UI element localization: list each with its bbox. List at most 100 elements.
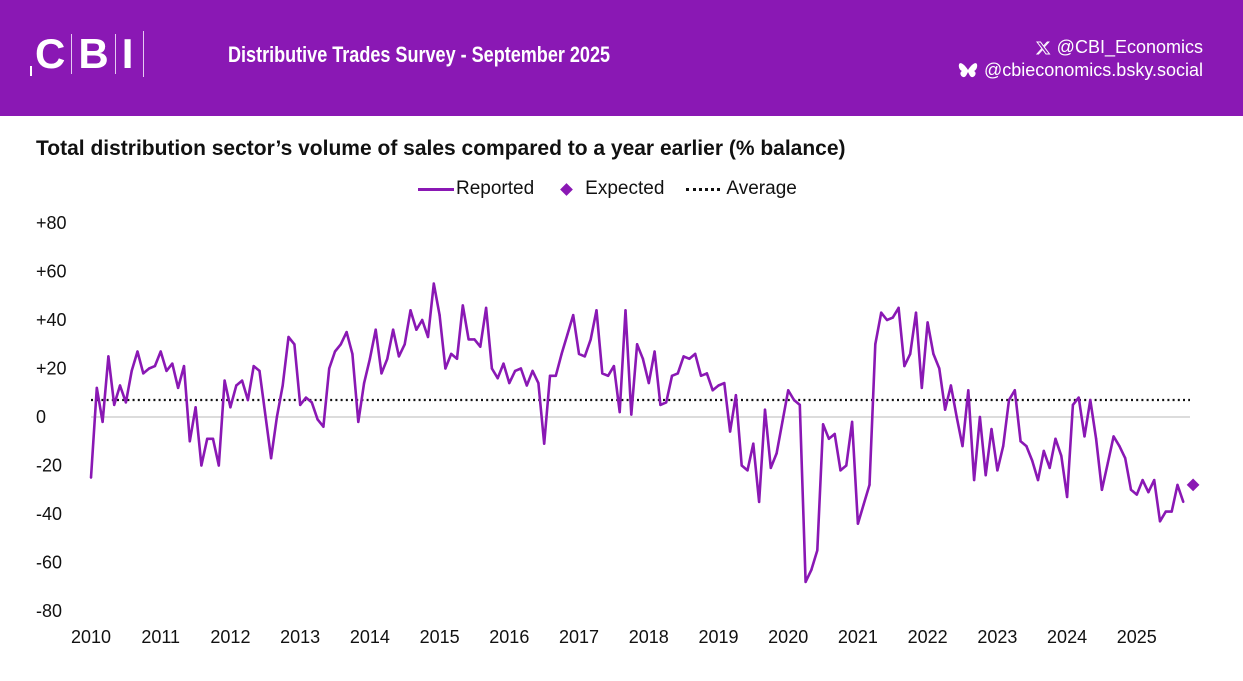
reported-point bbox=[566, 333, 569, 336]
x-tick-label: 2020 bbox=[768, 627, 808, 647]
y-tick-label: +80 bbox=[36, 213, 67, 233]
reported-point bbox=[1001, 444, 1005, 448]
reported-point bbox=[630, 413, 633, 416]
reported-point bbox=[357, 420, 360, 424]
reported-point bbox=[432, 282, 435, 285]
reported-point bbox=[787, 389, 790, 392]
reported-point bbox=[397, 355, 401, 358]
reported-point bbox=[496, 377, 499, 380]
reported-point bbox=[990, 427, 993, 431]
reported-point bbox=[740, 464, 743, 467]
reported-point bbox=[235, 384, 238, 387]
reported-point bbox=[717, 384, 720, 387]
y-tick-label: -60 bbox=[36, 553, 62, 573]
reported-series-points bbox=[89, 282, 1185, 584]
reported-point bbox=[827, 437, 831, 441]
reported-point bbox=[461, 304, 465, 307]
survey-title: Distributive Trades Survey - September 2… bbox=[228, 42, 611, 67]
reported-point bbox=[757, 500, 761, 504]
reported-point bbox=[1106, 461, 1109, 465]
reported-point bbox=[1100, 488, 1104, 491]
reported-point bbox=[542, 442, 546, 445]
reported-point bbox=[287, 335, 290, 339]
y-tick-label: +40 bbox=[36, 310, 67, 330]
reported-point bbox=[362, 381, 366, 385]
x-tick-label: 2021 bbox=[838, 627, 878, 647]
reported-point bbox=[293, 343, 296, 346]
reported-point bbox=[688, 357, 691, 360]
reported-point bbox=[641, 357, 645, 360]
reported-point bbox=[647, 381, 650, 385]
social-bluesky[interactable]: @cbieconomics.bsky.social bbox=[958, 59, 1203, 82]
header-banner: C B I Distributive Trades Survey - Septe… bbox=[0, 0, 1243, 116]
reported-point bbox=[984, 474, 987, 477]
reported-point bbox=[368, 357, 372, 360]
expected-marker bbox=[1186, 478, 1200, 492]
reported-point bbox=[606, 374, 610, 377]
reported-point bbox=[903, 364, 906, 368]
chart-title: Total distribution sector’s volume of sa… bbox=[36, 137, 846, 160]
reported-point bbox=[194, 406, 197, 409]
reported-point bbox=[879, 311, 883, 314]
reported-point bbox=[176, 386, 180, 390]
logo-letter-i: I bbox=[121, 30, 134, 77]
reported-point bbox=[391, 328, 395, 331]
reported-point bbox=[467, 338, 470, 341]
reported-point bbox=[118, 384, 122, 387]
reported-point bbox=[723, 381, 726, 385]
reported-point bbox=[1112, 435, 1115, 438]
reported-point bbox=[316, 418, 319, 421]
reported-point bbox=[200, 464, 203, 467]
x-tick-label: 2015 bbox=[420, 627, 460, 647]
reported-point bbox=[978, 415, 982, 419]
reported-point bbox=[816, 549, 819, 552]
reported-point bbox=[165, 369, 168, 373]
logo-divider bbox=[143, 31, 145, 77]
reported-point bbox=[380, 372, 383, 375]
reported-point bbox=[258, 369, 261, 373]
reported-point bbox=[438, 313, 441, 317]
reported-point bbox=[124, 401, 128, 404]
reported-point bbox=[850, 420, 854, 424]
reported-point bbox=[612, 364, 616, 368]
reported-point bbox=[920, 386, 924, 390]
legend-expected: Expected bbox=[556, 178, 664, 200]
reported-point bbox=[1118, 444, 1121, 448]
reported-point bbox=[664, 401, 668, 404]
reported-point bbox=[409, 309, 412, 312]
reported-point bbox=[1141, 478, 1144, 482]
y-tick-label: 0 bbox=[36, 407, 46, 427]
reported-point bbox=[473, 338, 476, 341]
reported-point bbox=[351, 352, 354, 356]
reported-point bbox=[862, 503, 865, 506]
reported-point bbox=[798, 403, 802, 407]
y-tick-label: +20 bbox=[36, 359, 67, 379]
y-tick-label: -40 bbox=[36, 504, 62, 524]
x-tick-label: 2024 bbox=[1047, 627, 1087, 647]
reported-point bbox=[182, 364, 186, 368]
reported-point bbox=[548, 374, 552, 377]
reported-point bbox=[874, 343, 877, 346]
reported-point bbox=[275, 415, 279, 419]
reported-point bbox=[525, 384, 528, 387]
reported-point bbox=[95, 386, 99, 390]
reported-point bbox=[1147, 490, 1150, 494]
reported-point bbox=[868, 483, 871, 487]
social-x[interactable]: @CBI_Economics bbox=[958, 36, 1203, 59]
reported-point bbox=[810, 568, 813, 571]
reported-point bbox=[415, 328, 418, 331]
reported-point bbox=[554, 374, 557, 377]
x-tick-label: 2018 bbox=[629, 627, 669, 647]
reported-point bbox=[996, 469, 999, 472]
reported-point bbox=[583, 355, 587, 358]
x-icon bbox=[1035, 41, 1051, 54]
reported-point bbox=[804, 580, 807, 584]
reported-point bbox=[752, 442, 755, 445]
reported-point bbox=[386, 357, 389, 360]
reported-point bbox=[943, 408, 947, 411]
reported-point bbox=[1042, 449, 1046, 453]
reported-point bbox=[676, 372, 680, 375]
reported-point bbox=[624, 309, 627, 312]
reported-point bbox=[1060, 454, 1063, 457]
